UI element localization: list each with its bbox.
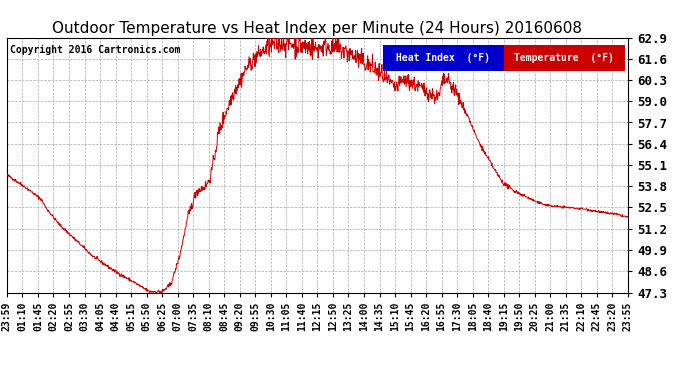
FancyBboxPatch shape — [382, 45, 504, 70]
FancyBboxPatch shape — [504, 45, 625, 70]
Text: Temperature  (°F): Temperature (°F) — [514, 53, 614, 63]
Text: Copyright 2016 Cartronics.com: Copyright 2016 Cartronics.com — [10, 45, 180, 55]
Title: Outdoor Temperature vs Heat Index per Minute (24 Hours) 20160608: Outdoor Temperature vs Heat Index per Mi… — [52, 21, 582, 36]
Text: Heat Index  (°F): Heat Index (°F) — [396, 53, 490, 63]
